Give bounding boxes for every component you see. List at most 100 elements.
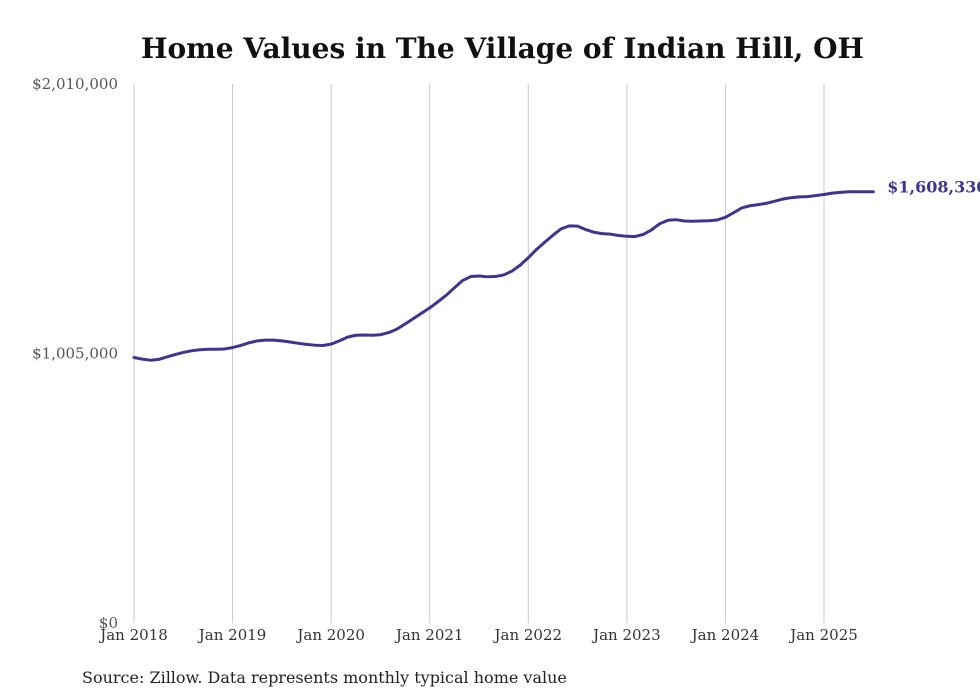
x-tick-label: Jan 2024 xyxy=(690,626,760,644)
data-point xyxy=(182,351,185,354)
data-point xyxy=(436,300,440,303)
data-point xyxy=(650,228,653,232)
data-point xyxy=(338,339,341,343)
data-point xyxy=(280,339,284,343)
data-point xyxy=(141,357,144,361)
data-point xyxy=(494,275,497,278)
data-point xyxy=(387,331,390,334)
data-point xyxy=(633,235,637,238)
data-point xyxy=(198,348,201,351)
data-point xyxy=(428,306,431,310)
data-point xyxy=(666,219,670,222)
data-point xyxy=(814,194,817,197)
data-point xyxy=(469,275,472,278)
data-point xyxy=(584,228,587,231)
data-point xyxy=(132,356,136,359)
data-point xyxy=(461,279,464,282)
x-tick-label: Jan 2022 xyxy=(493,626,563,644)
data-point xyxy=(206,348,210,351)
data-point xyxy=(855,190,859,193)
data-point xyxy=(354,334,357,337)
data-point xyxy=(256,339,259,343)
data-point xyxy=(683,219,686,223)
data-point xyxy=(379,333,382,336)
data-point xyxy=(789,196,793,199)
data-point xyxy=(444,294,448,297)
data-point xyxy=(518,264,522,267)
data-point xyxy=(313,343,316,347)
data-point xyxy=(625,235,629,238)
data-point xyxy=(642,233,645,236)
x-axis-ticks: Jan 2018 Jan 2019 Jan 2020 Jan 2021 Jan 2022… xyxy=(98,626,858,644)
y-tick-label: $2,010,000 xyxy=(32,75,118,93)
data-point xyxy=(362,333,366,337)
data-point xyxy=(617,234,620,237)
data-point xyxy=(576,224,579,228)
data-point xyxy=(223,347,226,351)
data-point xyxy=(510,269,514,273)
data-point xyxy=(806,195,809,198)
data-point xyxy=(190,349,193,353)
data-point xyxy=(732,211,735,214)
data-point xyxy=(716,218,719,222)
chart-title: Home Values in The Village of Indian Hil… xyxy=(141,32,864,65)
data-point xyxy=(757,203,760,206)
data-point xyxy=(157,358,160,361)
data-point xyxy=(535,248,538,251)
data-point xyxy=(847,190,850,193)
data-point xyxy=(453,286,456,289)
y-tick-label: $1,005,000 xyxy=(32,345,118,363)
data-point xyxy=(822,193,826,196)
data-point xyxy=(297,342,300,345)
data-point xyxy=(674,218,678,221)
x-tick-label: Jan 2019 xyxy=(197,626,267,644)
data-point xyxy=(798,195,801,199)
data-point xyxy=(863,190,867,193)
data-point xyxy=(477,274,481,278)
data-point xyxy=(264,338,267,342)
data-point xyxy=(395,327,399,331)
source-note: Source: Zillow. Data represents monthly … xyxy=(82,668,567,687)
data-point xyxy=(231,346,234,349)
data-point xyxy=(765,202,768,205)
data-point xyxy=(773,199,776,203)
data-point xyxy=(412,317,415,320)
data-point xyxy=(403,322,407,326)
data-point xyxy=(305,343,308,346)
data-point xyxy=(839,191,842,194)
data-point xyxy=(502,273,505,277)
data-point xyxy=(321,344,325,347)
x-tick-label: Jan 2020 xyxy=(295,626,365,644)
data-point xyxy=(272,338,275,342)
data-point xyxy=(288,340,292,344)
data-point xyxy=(329,342,333,346)
data-point xyxy=(420,312,423,315)
data-point xyxy=(707,219,711,222)
data-point xyxy=(658,222,661,225)
data-point xyxy=(527,256,530,259)
data-point xyxy=(486,275,489,279)
end-value-label: $1,608,330 xyxy=(887,178,980,197)
data-point xyxy=(872,190,875,193)
data-point xyxy=(149,359,152,362)
data-point xyxy=(601,232,604,235)
x-tick-label: Jan 2023 xyxy=(591,626,661,644)
x-tick-label: Jan 2025 xyxy=(788,626,858,644)
data-point xyxy=(346,335,349,339)
data-point xyxy=(748,204,752,207)
data-point xyxy=(592,231,596,234)
data-point xyxy=(214,348,218,351)
data-point xyxy=(543,241,546,244)
data-point xyxy=(781,197,785,201)
data-point xyxy=(699,219,702,223)
data-point xyxy=(247,341,251,344)
data-point xyxy=(740,206,744,210)
data-point xyxy=(609,232,612,236)
data-point xyxy=(831,191,834,195)
data-point xyxy=(371,334,374,337)
y-axis-ticks: $0 $1,005,000 $2,010,000 xyxy=(32,75,118,632)
data-point xyxy=(559,227,563,231)
data-point xyxy=(173,353,177,356)
x-tick-label: Jan 2021 xyxy=(394,626,464,644)
